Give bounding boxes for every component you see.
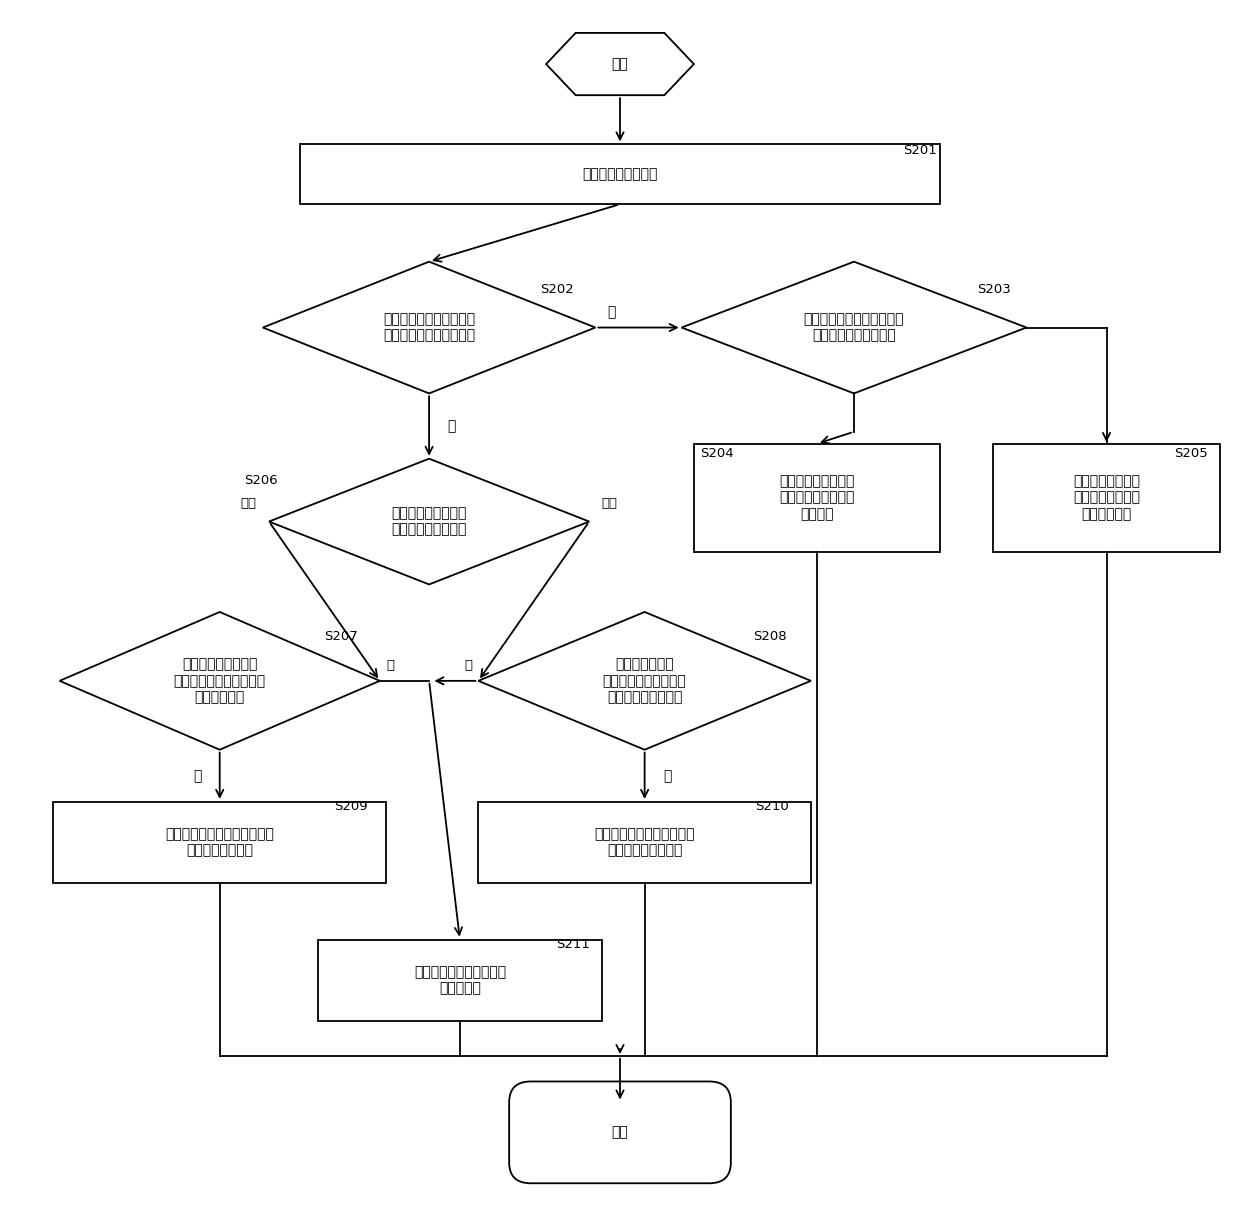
Text: S207: S207: [325, 630, 358, 643]
FancyBboxPatch shape: [510, 1082, 730, 1183]
Text: S204: S204: [701, 446, 734, 459]
Text: S201: S201: [903, 144, 937, 157]
Text: S202: S202: [539, 282, 574, 295]
Polygon shape: [269, 458, 589, 585]
Polygon shape: [546, 33, 694, 95]
Text: 是: 是: [448, 418, 456, 433]
Text: S208: S208: [753, 630, 786, 643]
Text: S210: S210: [755, 800, 789, 813]
Text: 增加: 增加: [241, 497, 257, 510]
FancyBboxPatch shape: [319, 939, 601, 1021]
Text: 开始: 开始: [611, 57, 629, 71]
Text: 是: 是: [663, 768, 672, 783]
Text: S205: S205: [1174, 446, 1208, 459]
Text: 否: 否: [386, 658, 394, 672]
FancyBboxPatch shape: [53, 802, 386, 883]
Text: 判断喷焓冷媒过
热度的减小变化率是否
大于预设减小变化率: 判断喷焓冷媒过 热度的减小变化率是否 大于预设减小变化率: [603, 657, 687, 704]
Text: 否: 否: [608, 305, 616, 318]
FancyBboxPatch shape: [694, 444, 940, 551]
FancyBboxPatch shape: [992, 444, 1220, 551]
Polygon shape: [263, 262, 595, 393]
Text: 判断喷焓冷媒过热度与预设
过热度阈值范围的关系: 判断喷焓冷媒过热度与预设 过热度阈值范围的关系: [804, 312, 904, 343]
Text: 控制喷焓电子膨胀
阀的开度减小预设
第二开度步幅: 控制喷焓电子膨胀 阀的开度减小预设 第二开度步幅: [1073, 474, 1140, 521]
FancyBboxPatch shape: [479, 802, 811, 883]
Text: 将喷焓电子膨胀阀的开度增大
预设第三开度步幅: 将喷焓电子膨胀阀的开度增大 预设第三开度步幅: [165, 827, 274, 857]
Text: 将喷焓电子膨胀阀的开度减
小预设第四开度步幅: 将喷焓电子膨胀阀的开度减 小预设第四开度步幅: [594, 827, 694, 857]
Text: S211: S211: [556, 938, 590, 950]
Text: S209: S209: [335, 800, 368, 813]
Text: 控制喷焓电子膨胀阀
的开度增加预设第一
开度步幅: 控制喷焓电子膨胀阀 的开度增加预设第一 开度步幅: [780, 474, 854, 521]
Polygon shape: [682, 262, 1027, 393]
Text: S206: S206: [244, 474, 278, 487]
Text: 否: 否: [464, 658, 472, 672]
Polygon shape: [60, 611, 379, 750]
Text: 判断喷焓冷媒过热度
是在增加还是在减小: 判断喷焓冷媒过热度 是在增加还是在减小: [392, 507, 466, 537]
Text: 判断喷焓冷媒过热度
的增大变化率是否大于预
设增大变化率: 判断喷焓冷媒过热度 的增大变化率是否大于预 设增大变化率: [174, 657, 265, 704]
FancyBboxPatch shape: [300, 145, 940, 204]
Text: 是: 是: [193, 768, 201, 783]
Text: 控制喷焓电子膨胀阀的开
度保持不变: 控制喷焓电子膨胀阀的开 度保持不变: [414, 965, 506, 995]
Text: S203: S203: [977, 282, 1011, 295]
Text: 结束: 结束: [611, 1125, 629, 1140]
Text: 获取喷焓冷媒过热度: 获取喷焓冷媒过热度: [583, 168, 657, 181]
Text: 判断喷焓冷媒过热度是否
处于预设过热度阈值范围: 判断喷焓冷媒过热度是否 处于预设过热度阈值范围: [383, 312, 475, 343]
Text: 减小: 减小: [601, 497, 618, 510]
Polygon shape: [479, 611, 811, 750]
